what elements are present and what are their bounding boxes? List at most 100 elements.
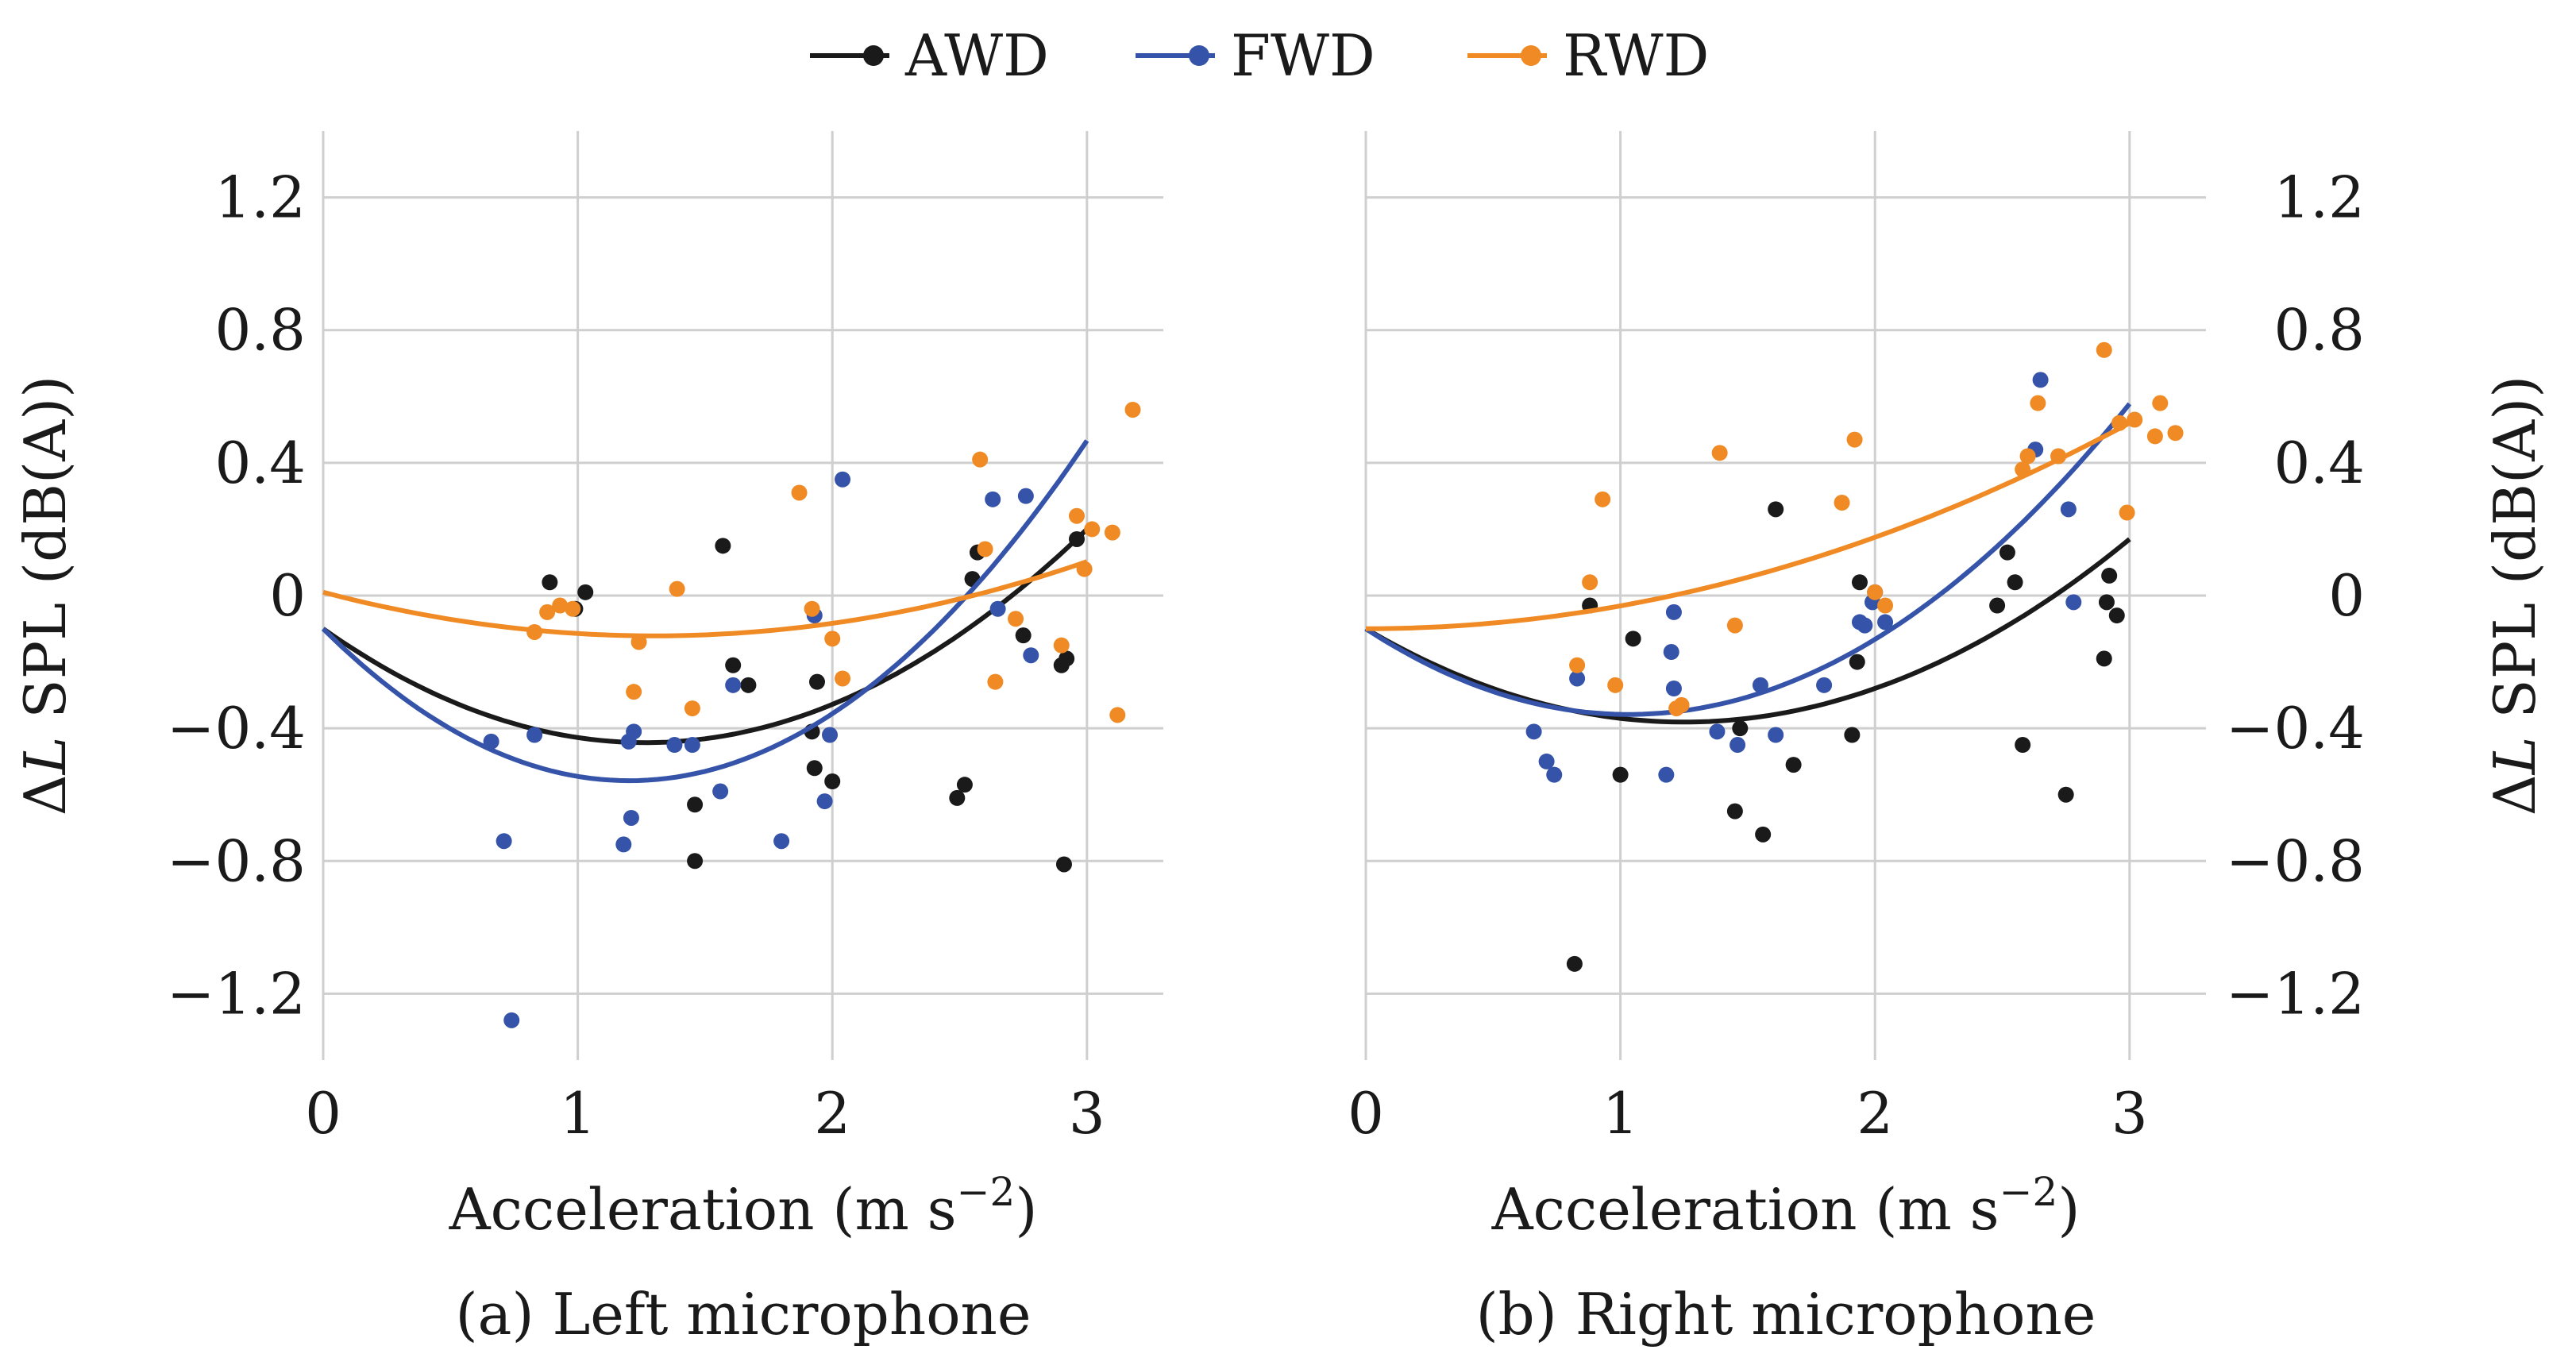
data-point-fwd [816,793,833,810]
data-point-rwd [1124,402,1141,418]
x-axis-label-end: ) [2057,1176,2080,1243]
data-point-fwd [684,737,700,754]
data-point-awd [2015,737,2031,754]
legend-label-fwd: FWD [1231,22,1375,89]
data-point-fwd [503,1012,520,1028]
x-tick-label: 0 [305,1080,341,1147]
data-point-awd [577,584,594,600]
data-point-awd [1851,574,1868,591]
data-point-awd [1068,530,1085,547]
data-point-rwd [1582,574,1598,591]
data-point-fwd [1709,723,1726,740]
data-point-fwd [1768,727,1784,743]
series-rwd [322,402,1141,723]
data-point-rwd [2015,461,2031,478]
data-point-awd [1999,544,2015,561]
data-point-rwd [2146,428,2163,445]
y-tick-label: 0.8 [214,297,306,364]
data-point-fwd [1752,677,1768,693]
data-point-rwd [835,670,851,687]
data-point-rwd [1076,561,1093,577]
x-tick-label: 3 [2111,1080,2148,1147]
data-point-awd [715,538,731,554]
legend-marker-fwd [1189,45,1209,66]
data-point-rwd [631,634,647,650]
x-axis-label-exponent: −2 [957,1169,1016,1215]
legend-marker-rwd [1521,45,1541,66]
x-tick-label: 2 [1857,1080,1893,1147]
data-point-fwd [712,783,729,800]
legend-item-fwd: FWD [1136,22,1375,89]
data-point-awd [949,789,966,806]
panel-caption: (b) Right microphone [1476,1281,2096,1348]
data-point-rwd [1053,637,1070,654]
data-point-rwd [824,631,841,647]
data-point-rwd [565,600,581,617]
data-point-rwd [684,700,700,717]
legend: AWD FWD RWD [810,22,1709,89]
data-point-fwd [2060,501,2077,518]
data-point-rwd [1877,597,1894,614]
data-point-fwd [615,836,632,853]
data-point-rwd [972,451,989,468]
x-axis-label-exponent: −2 [1999,1169,2058,1215]
data-point-awd [2096,650,2112,667]
y-tick-label: −1.2 [167,960,306,1027]
data-point-awd [2101,567,2118,584]
x-tick-label: 3 [1069,1080,1105,1147]
data-point-fwd [1877,614,1894,631]
data-point-awd [1989,597,2006,614]
y-tick-label: 0.8 [2273,297,2365,364]
data-point-fwd [483,733,499,750]
panel-caption: (a) Left microphone [455,1281,1031,1348]
data-point-awd [1785,757,1802,773]
grid [322,131,1163,1060]
y-axis-label-rest: SPL (dB(A)) [12,376,79,737]
y-tick-label: 1.2 [214,164,306,231]
y-axis-label: ΔL SPL (dB(A)) [2482,376,2548,816]
data-point-rwd [804,600,820,617]
data-point-fwd [2065,594,2082,611]
x-tick-label: 1 [560,1080,596,1147]
data-point-rwd [626,684,642,700]
y-axis-label-variable: L [2482,736,2548,776]
y-tick-label: −0.8 [2226,827,2365,894]
data-point-fwd [989,600,1006,617]
data-point-fwd [822,727,839,743]
x-axis-label: Acceleration (m s−2) [1491,1169,2080,1243]
y-axis-label-rest: SPL (dB(A)) [2482,376,2548,737]
x-axis-label-main: Acceleration (m s [449,1176,957,1243]
data-point-fwd [773,833,790,850]
data-point-fwd [1663,644,1679,661]
data-point-awd [1625,631,1641,647]
data-point-fwd [1569,670,1586,687]
data-point-awd [1732,720,1749,737]
data-point-fwd [666,737,683,754]
data-point-awd [1055,856,1072,873]
data-point-fwd [1665,604,1682,620]
data-point-fwd [985,491,1001,507]
data-point-awd [740,677,757,693]
data-point-rwd [526,623,543,640]
data-point-fwd [623,809,639,826]
data-point-fwd [1538,753,1555,769]
data-point-rwd [2019,448,2036,465]
y-tick-label: 0 [2328,562,2365,629]
data-point-rwd [2127,411,2143,428]
data-point-rwd [539,604,556,620]
fit-curve-fwd [1364,402,2132,717]
y-tick-label: 0.4 [2273,430,2365,496]
data-point-fwd [1017,488,1034,504]
x-tick-label: 0 [1348,1080,1384,1147]
data-point-rwd [2167,425,2184,442]
y-tick-label: −0.4 [2226,695,2365,762]
data-point-awd [1726,803,1743,819]
panel-left-microphone: 0 1 2 3 −1.2 −0.8 −0.4 0 0.4 0.8 1.2 Acceleration (… [12,131,1163,1348]
x-axis-label-end: ) [1015,1176,1037,1243]
y-tick-label: 0 [269,562,306,629]
data-point-rwd [1569,657,1586,673]
data-point-awd [1849,654,1865,670]
legend-item-rwd: RWD [1467,22,1709,89]
data-point-fwd [496,833,512,850]
data-point-rwd [2096,341,2112,358]
